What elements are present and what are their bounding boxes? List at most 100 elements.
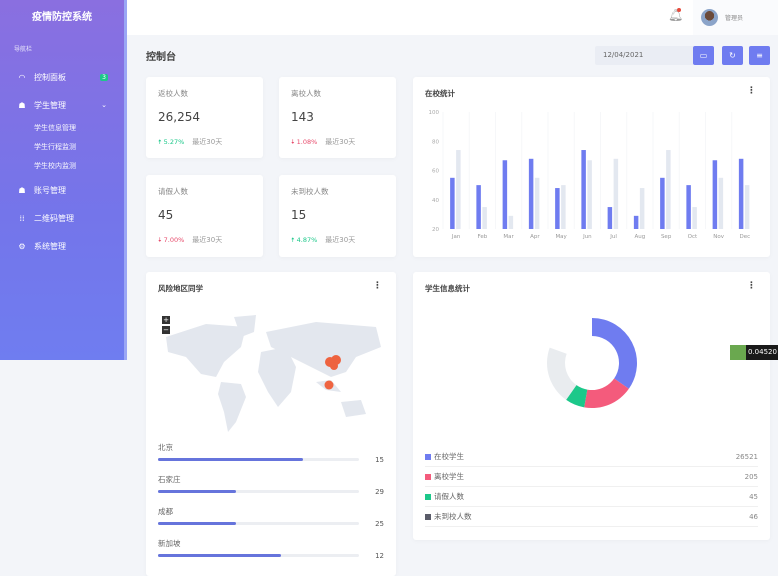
bar[interactable] <box>581 150 586 229</box>
stat-title: 未到校人数 <box>291 187 329 196</box>
bar[interactable] <box>692 207 697 229</box>
x-tick-label: Mar <box>503 234 514 240</box>
sidebar-item-accounts[interactable]: ☗ 账号管理 <box>0 176 124 204</box>
sidebar-item-students[interactable]: ☗ 学生管理 ⌄ <box>0 91 124 119</box>
bar[interactable] <box>450 177 455 229</box>
stat-title: 离校人数 <box>291 89 321 98</box>
stat-value: 45 <box>158 208 174 222</box>
brand-title: 疫情防控系统 <box>32 12 92 23</box>
sidebar-item-dashboard[interactable]: ◠ 控制面板 3 <box>0 63 124 91</box>
bar[interactable] <box>718 177 724 229</box>
location-value: 12 <box>375 552 384 560</box>
bar[interactable] <box>561 185 566 229</box>
y-tick-label: 40 <box>432 198 439 204</box>
x-tick-label: Nov <box>713 234 724 240</box>
donut-chart <box>547 318 637 408</box>
sidebar-subitem-info[interactable]: 学生信息管理 <box>34 124 76 132</box>
label: 控制面板 <box>34 72 66 82</box>
bar[interactable] <box>744 185 750 229</box>
donut-slice[interactable] <box>584 378 629 408</box>
donut-track <box>547 347 577 400</box>
label: 系统管理 <box>34 241 66 251</box>
bar[interactable] <box>738 158 744 229</box>
legend-label: 未到校人数 <box>434 512 472 521</box>
nav-label: 导航栏 <box>14 46 33 53</box>
bar[interactable] <box>534 177 540 229</box>
bar[interactable] <box>639 188 645 229</box>
bar[interactable] <box>607 207 613 229</box>
qrcode-icon: ⁞⁞ <box>19 213 25 223</box>
y-tick-label: 20 <box>432 227 439 233</box>
legend-item: 离校学生 205 <box>425 467 758 487</box>
bar[interactable] <box>613 158 619 229</box>
donut-slice[interactable] <box>566 385 588 408</box>
bar[interactable] <box>555 188 560 229</box>
card-title: 风险地区同学 <box>158 284 203 293</box>
zoom-out-button[interactable]: − <box>162 326 170 334</box>
bar[interactable] <box>482 207 487 229</box>
location-name: 北京 <box>158 443 173 452</box>
legend-item: 请假人数 45 <box>425 487 758 507</box>
date-input[interactable]: 12/04/2021 <box>595 46 693 65</box>
legend-swatch <box>425 513 431 520</box>
more-icon[interactable]: ⋮ <box>373 281 382 291</box>
world-map[interactable] <box>146 312 396 462</box>
sidebar-subitem-trip[interactable]: 学生行程监测 <box>34 143 76 151</box>
calendar-button[interactable]: ▭ <box>693 46 714 65</box>
label: 账号管理 <box>34 185 66 195</box>
bar[interactable] <box>633 215 639 229</box>
legend-label: 在校学生 <box>434 452 464 461</box>
floating-widget[interactable]: 0.04520 <box>730 345 778 360</box>
bar[interactable] <box>502 160 508 229</box>
stat-period: 最近30天 <box>192 236 223 244</box>
bar[interactable] <box>686 185 691 229</box>
location-name: 新加坡 <box>158 539 181 548</box>
y-tick-label: 80 <box>432 139 439 145</box>
filter-icon: ≡ <box>756 51 763 60</box>
refresh-button[interactable]: ↻ <box>722 46 743 65</box>
location-value: 15 <box>375 456 384 464</box>
chart-title: 在校统计 <box>425 89 455 98</box>
more-icon[interactable]: ⋮ <box>747 86 756 96</box>
stat-title: 请假人数 <box>158 187 188 196</box>
sidebar-subitem-campus[interactable]: 学生校内监测 <box>34 162 76 170</box>
chevron-down-icon: ⌄ <box>101 101 107 109</box>
legend-value: 26521 <box>735 452 758 461</box>
sidebar-item-qrcode[interactable]: ⁞⁞ 二维码管理 <box>0 204 124 232</box>
user-icon: ☗ <box>18 185 26 195</box>
stat-change: 5.27% <box>163 138 185 146</box>
stat-card-left: 离校人数 143 🠇︎ 1.08% 最近30天 <box>279 77 396 158</box>
topbar <box>127 0 778 35</box>
refresh-icon: ↻ <box>729 51 736 60</box>
leaf-icon <box>730 345 746 360</box>
filter-button[interactable]: ≡ <box>749 46 770 65</box>
sidebar: 疫情防控系统 导航栏 ◠ 控制面板 3 ☗ 学生管理 ⌄ 学生信息管理 学生行程监测 学… <box>0 0 127 360</box>
user-menu[interactable]: 管理员 <box>693 0 778 35</box>
legend-value: 45 <box>749 492 758 501</box>
legend-value: 46 <box>749 512 758 521</box>
x-tick-label: Jan <box>451 234 461 240</box>
bar[interactable] <box>587 160 592 229</box>
bar[interactable] <box>528 158 534 229</box>
zoom-in-button[interactable]: + <box>162 316 170 324</box>
location-value: 29 <box>375 488 384 496</box>
y-tick-label: 60 <box>432 169 439 175</box>
arrow-up-icon: 🠅︎ <box>158 138 164 146</box>
arrow-up-icon: 🠅︎ <box>291 236 297 244</box>
risk-marker <box>324 380 334 390</box>
bar[interactable] <box>660 177 665 229</box>
donut-slice[interactable] <box>592 318 637 389</box>
more-icon[interactable]: ⋮ <box>747 281 756 291</box>
legend-swatch <box>425 473 431 480</box>
stat-title: 返校人数 <box>158 89 188 98</box>
bar[interactable] <box>476 185 481 229</box>
bar[interactable] <box>712 160 718 229</box>
x-tick-label: Apr <box>530 234 540 240</box>
bar[interactable] <box>666 150 671 229</box>
sidebar-item-system[interactable]: ⚙ 系统管理 <box>0 232 124 260</box>
risk-marker <box>330 362 338 370</box>
stat-change: 4.87% <box>296 236 318 244</box>
bar[interactable] <box>456 150 461 229</box>
bar[interactable] <box>508 215 514 229</box>
arrow-down-icon: 🠇︎ <box>158 236 164 244</box>
